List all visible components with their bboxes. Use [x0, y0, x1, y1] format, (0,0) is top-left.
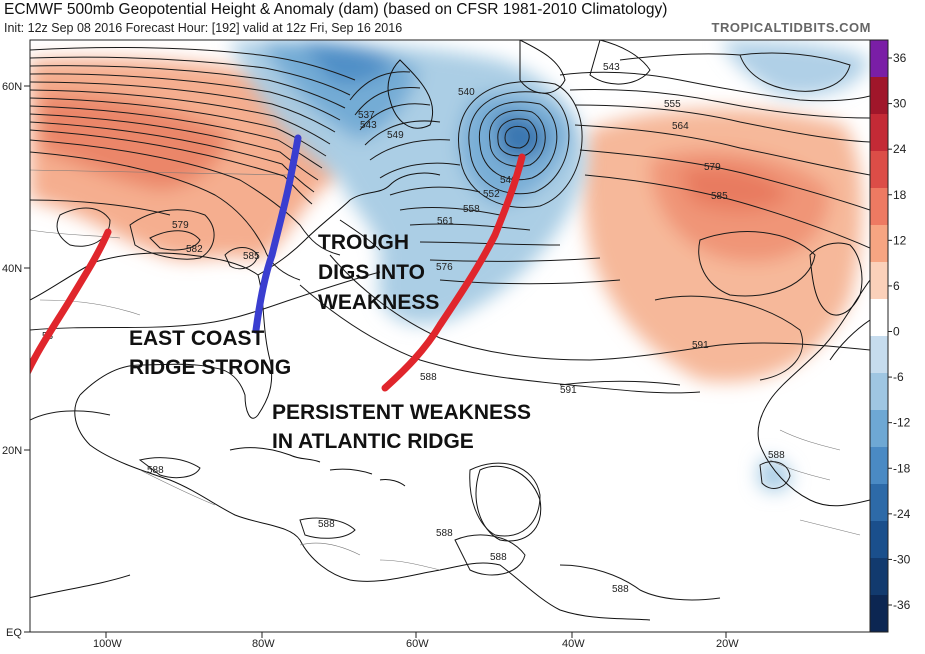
political-borders	[30, 169, 861, 571]
contour-label: 591	[692, 340, 709, 351]
contour-label: 564	[672, 121, 689, 132]
contour-label: 558	[463, 204, 480, 215]
contour-label: 588	[420, 372, 437, 383]
contour-label: 585	[711, 191, 728, 202]
contour-label: 588	[490, 552, 507, 563]
longitude-labels: 100W 80W 60W 40W 20W	[93, 632, 739, 650]
colorbar-swatch	[870, 558, 888, 596]
colorbar-tick-label: -36	[893, 598, 911, 612]
annotation-weakness-line-2: IN ATLANTIC RIDGE	[272, 430, 474, 453]
colorbar-swatch	[870, 521, 888, 559]
contour-label: 585	[243, 251, 260, 262]
contour-label: 576	[436, 262, 453, 273]
lon-label-40w: 40W	[562, 638, 585, 649]
colorbar-tick-label: -24	[893, 507, 911, 521]
colorbar-tick-label: -12	[893, 416, 911, 430]
contour-label: 591	[560, 385, 577, 396]
contour-label: 546	[500, 175, 517, 186]
colorbar-tick-label: 0	[893, 325, 900, 339]
contour-label: 588	[612, 584, 629, 595]
lon-label-100w: 100W	[93, 638, 122, 649]
lon-label-80w: 80W	[252, 638, 275, 649]
contour-label: 588	[768, 450, 785, 461]
contour-label: 543	[360, 120, 377, 131]
map-title: ECMWF 500mb Geopotential Height & Anomal…	[4, 1, 668, 18]
colorbar-swatch	[870, 262, 888, 300]
colorbar-tick-label: 36	[893, 51, 907, 65]
annotation-trough-line-2: DIGS INTO	[318, 261, 425, 284]
lon-label-60w: 60W	[406, 638, 429, 649]
colorbar-swatch	[870, 40, 888, 78]
annotation-weakness: PERSISTENT WEAKNESS IN ATLANTIC RIDGE	[272, 401, 531, 453]
colorbar-swatch	[870, 410, 888, 448]
contour-label: 588	[318, 519, 335, 530]
annotation-trough: TROUGH DIGS INTO WEAKNESS	[318, 231, 439, 314]
colorbar-tick-label: -30	[893, 552, 911, 566]
contour-label: 552	[483, 189, 500, 200]
contour-label: 579	[172, 220, 189, 231]
blue-trough-axis-line	[252, 134, 302, 334]
contour-label: 579	[704, 162, 721, 173]
colorbar-swatch	[870, 188, 888, 226]
colorbar-tick-label: -18	[893, 461, 911, 475]
lon-label-20w: 20W	[716, 638, 739, 649]
colorbar-swatch	[870, 336, 888, 374]
colorbar-swatch	[870, 484, 888, 522]
lat-label-60n: 60N	[2, 81, 22, 93]
contour-label: 582	[186, 244, 203, 255]
colorbar-swatch	[870, 114, 888, 152]
colorbar-swatch	[870, 77, 888, 115]
colorbar-tick-label: 12	[893, 233, 907, 247]
lat-label-40n: 40N	[2, 263, 22, 275]
annotation-ridge-line-2: RIDGE STRONG	[129, 356, 291, 379]
site-brand: TROPICALTIDBITS.COM	[711, 20, 871, 35]
colorbar-swatch	[870, 225, 888, 263]
lat-label-20n: 20N	[2, 445, 22, 457]
red-weakness-axis-line	[381, 153, 526, 392]
contour-label: 588	[147, 465, 164, 476]
contour-label: 540	[458, 87, 475, 98]
contour-label: 549	[387, 130, 404, 141]
annotation-weakness-line-1: PERSISTENT WEAKNESS	[272, 401, 531, 424]
annotation-trough-line-3: WEAKNESS	[318, 291, 439, 314]
contour-label: 555	[664, 99, 681, 110]
colorbar-swatch	[870, 299, 888, 337]
contour-labels: 543 540 537 549 546 552 558 561 555 564 …	[42, 62, 785, 595]
latitude-labels: 60N 40N 20N EQ	[2, 81, 30, 639]
annotation-ridge: EAST COAST RIDGE STRONG	[129, 327, 291, 379]
colorbar-tick-label: 24	[893, 142, 907, 156]
colorbar-tick-label: -6	[893, 370, 904, 384]
annotation-ridge-line-1: EAST COAST	[129, 327, 265, 350]
contour-label: 561	[437, 216, 454, 227]
colorbar-swatch	[870, 151, 888, 189]
colorbar: 36 30 24 18 12 6 0 -6 -12 -18 -24 -30 -36	[869, 39, 911, 633]
colorbar-swatch	[870, 595, 888, 633]
height-contours	[30, 47, 870, 601]
colorbar-tick-label: 18	[893, 188, 907, 202]
map-subtitle: Init: 12z Sep 08 2016 Forecast Hour: [19…	[4, 21, 403, 35]
annotation-trough-line-1: TROUGH	[318, 231, 409, 254]
colorbar-swatch	[870, 447, 888, 485]
colorbar-swatch	[870, 373, 888, 411]
lat-label-eq: EQ	[6, 627, 22, 639]
colorbar-tick-label: 6	[893, 279, 900, 293]
contour-label: 537	[358, 110, 375, 121]
colorbar-tick-label: 30	[893, 97, 907, 111]
header: ECMWF 500mb Geopotential Height & Anomal…	[0, 0, 925, 40]
contour-label: 588	[436, 528, 453, 539]
contour-label: 543	[603, 62, 620, 73]
coastlines	[30, 40, 870, 621]
